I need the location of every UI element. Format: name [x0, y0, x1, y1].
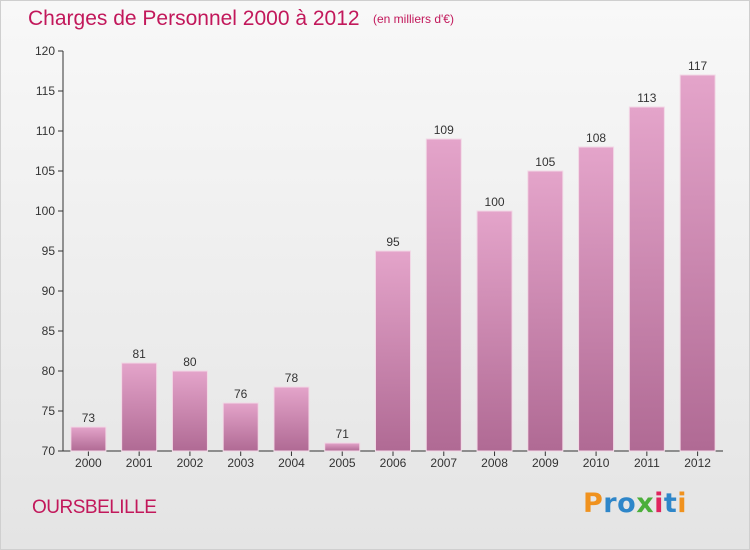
y-tick-label: 105 — [35, 164, 55, 178]
y-tick-label: 95 — [42, 244, 56, 258]
x-tick-label: 2011 — [634, 456, 660, 470]
x-tick-label: 2008 — [481, 456, 508, 470]
bar-2012 — [679, 74, 716, 452]
data-label-2000: 73 — [82, 411, 96, 425]
x-tick-label: 2001 — [126, 456, 153, 470]
y-tick-label: 120 — [35, 44, 55, 58]
bar-2007 — [425, 138, 462, 452]
data-label-2003: 76 — [234, 387, 248, 401]
y-tick-label: 90 — [42, 284, 56, 298]
bar-2005 — [324, 442, 361, 452]
data-label-2004: 78 — [285, 371, 299, 385]
x-tick-label: 2010 — [583, 456, 610, 470]
data-labels: 73 81 80 76 78 71 95 109 100 105 108 113 117 — [82, 59, 708, 441]
chart-unit: (en milliers d'€) — [373, 12, 454, 26]
data-label-2012: 117 — [688, 59, 707, 73]
bar-2003 — [222, 402, 259, 452]
city-name: OURSBELILLE — [32, 497, 157, 518]
x-tick-label: 2003 — [227, 456, 254, 470]
y-tick-label: 100 — [35, 204, 55, 218]
chart-title: Charges de Personnel 2000 à 2012 — [28, 7, 360, 30]
bar-2002 — [171, 370, 208, 452]
data-label-2007: 109 — [434, 123, 454, 137]
x-tick-label: 2006 — [380, 456, 407, 470]
y-tick-label: 70 — [42, 444, 56, 458]
x-tick-label: 2002 — [177, 456, 204, 470]
x-tick-label: 2007 — [430, 456, 457, 470]
bar-2009 — [527, 170, 564, 452]
bar-2006 — [375, 250, 411, 452]
x-tick-label: 2009 — [532, 456, 559, 470]
y-tick-label: 80 — [42, 364, 56, 378]
brand-logo: Proxiti — [583, 488, 688, 519]
bar-2001 — [121, 362, 158, 452]
bar-2010 — [578, 146, 615, 452]
y-tick-label: 110 — [36, 124, 55, 138]
y-tick-label: 115 — [36, 84, 55, 98]
x-tick-label: 2012 — [684, 456, 711, 470]
x-tick-label: 2005 — [329, 456, 356, 470]
data-label-2009: 105 — [535, 155, 555, 169]
y-tick-label: 85 — [42, 324, 56, 338]
x-axis: 2000 2001 2002 2003 2004 2005 2006 2007 2008 2009… — [63, 450, 723, 470]
bars — [70, 74, 716, 452]
data-label-2010: 108 — [586, 131, 606, 145]
bar-2011 — [628, 106, 665, 452]
y-tick-label: 75 — [42, 404, 56, 418]
x-tick-label: 2000 — [75, 456, 102, 470]
data-label-2011: 113 — [637, 91, 656, 105]
y-axis: 70 75 80 85 90 95 100 105 110 115 120 — [35, 44, 64, 458]
data-label-2002: 80 — [183, 355, 197, 369]
x-tick-label: 2004 — [278, 456, 305, 470]
data-label-2006: 95 — [386, 235, 400, 249]
data-label-2005: 71 — [336, 427, 350, 441]
data-label-2008: 100 — [485, 195, 505, 209]
data-label-2001: 81 — [132, 347, 146, 361]
bar-2008 — [476, 210, 513, 452]
bar-2004 — [273, 386, 310, 452]
bar-2000 — [70, 426, 107, 452]
